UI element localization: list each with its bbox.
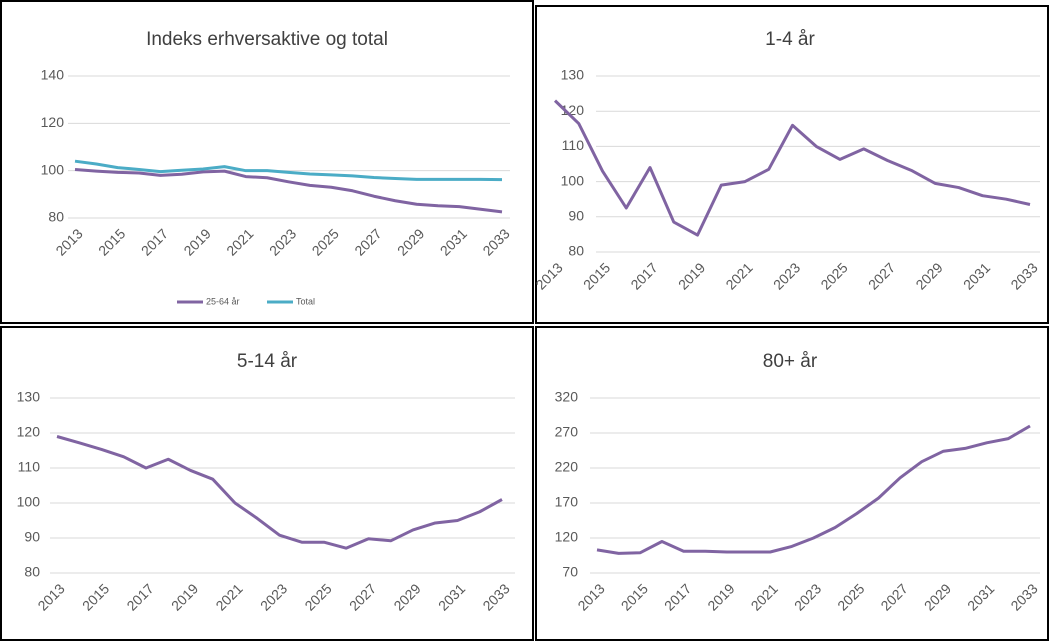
- y-tick-label: 110: [18, 459, 41, 475]
- x-tick-label: 2021: [223, 225, 256, 258]
- y-tick-label: 80: [48, 209, 64, 225]
- x-tick-label: 2019: [180, 225, 213, 258]
- x-tick-label: 2015: [95, 225, 128, 258]
- panel-frame: [535, 5, 1049, 324]
- x-tick-label: 2029: [912, 259, 945, 292]
- y-tick-label: 220: [555, 459, 579, 475]
- y-tick-label: 110: [562, 137, 585, 153]
- x-tick-label: 2019: [675, 259, 708, 292]
- x-tick-label: 2029: [390, 580, 423, 613]
- y-tick-label: 100: [17, 494, 41, 510]
- y-tick-label: 120: [561, 102, 585, 118]
- panel-frame: [0, 326, 534, 641]
- x-tick-label: 2025: [309, 225, 342, 258]
- x-tick-label: 2015: [618, 580, 651, 613]
- legend-label: Total: [296, 296, 315, 306]
- panel-frame: [0, 0, 534, 324]
- x-tick-label: 2033: [479, 580, 512, 613]
- x-tick-label: 2013: [574, 580, 607, 613]
- y-tick-label: 80: [568, 243, 584, 259]
- y-tick-label: 130: [561, 67, 585, 83]
- x-tick-label: 2021: [212, 580, 245, 613]
- chart-title: Indeks erhversaktive og total: [146, 29, 388, 50]
- y-tick-label: 70: [562, 564, 578, 580]
- x-tick-label: 2025: [817, 259, 850, 292]
- y-tick-label: 270: [555, 424, 579, 440]
- x-tick-label: 2023: [257, 580, 290, 613]
- line-series: [553, 99, 1031, 237]
- line-series: [74, 167, 503, 214]
- x-tick-label: 2033: [479, 225, 512, 258]
- y-tick-label: 80: [24, 564, 40, 580]
- x-tick-label: 2033: [1007, 259, 1040, 292]
- y-tick-label: 100: [41, 161, 65, 177]
- x-tick-label: 2017: [627, 259, 660, 292]
- x-tick-label: 2025: [301, 580, 334, 613]
- x-tick-label: 2027: [351, 225, 384, 258]
- x-tick-label: 2019: [704, 580, 737, 613]
- y-tick-label: 140: [41, 67, 65, 83]
- y-tick-label: 90: [24, 529, 40, 545]
- x-tick-label: 2023: [266, 225, 299, 258]
- x-tick-label: 2015: [79, 580, 112, 613]
- x-tick-label: 2031: [435, 580, 468, 613]
- x-tick-label: 2017: [138, 225, 171, 258]
- chart-title: 80+ år: [763, 351, 818, 372]
- chart-title: 1-4 år: [765, 29, 815, 50]
- line-series: [74, 159, 503, 182]
- x-tick-label: 2019: [168, 580, 201, 613]
- x-tick-label: 2027: [877, 580, 910, 613]
- line-series: [56, 435, 503, 550]
- x-tick-label: 2013: [532, 259, 565, 292]
- panel-frame: [535, 326, 1049, 641]
- y-tick-label: 100: [561, 172, 585, 188]
- x-tick-label: 2013: [34, 580, 67, 613]
- y-tick-label: 120: [555, 529, 579, 545]
- x-tick-label: 2015: [580, 259, 613, 292]
- x-tick-label: 2029: [394, 225, 427, 258]
- line-series: [596, 424, 1031, 555]
- x-tick-label: 2017: [123, 580, 156, 613]
- legend-label: 25-64 år: [206, 296, 240, 306]
- x-tick-label: 2023: [791, 580, 824, 613]
- x-tick-label: 2013: [52, 225, 85, 258]
- y-tick-label: 120: [41, 114, 65, 130]
- x-tick-label: 2033: [1007, 580, 1040, 613]
- x-tick-label: 2021: [722, 259, 755, 292]
- y-tick-label: 120: [17, 424, 41, 440]
- x-tick-label: 2025: [834, 580, 867, 613]
- chart-title: 5-14 år: [237, 351, 298, 372]
- x-tick-label: 2021: [748, 580, 781, 613]
- x-tick-label: 2023: [770, 259, 803, 292]
- y-tick-label: 130: [17, 389, 41, 405]
- x-tick-label: 2017: [661, 580, 694, 613]
- x-tick-label: 2029: [921, 580, 954, 613]
- x-tick-label: 2031: [960, 259, 993, 292]
- y-tick-label: 170: [555, 494, 579, 510]
- x-tick-label: 2031: [437, 225, 470, 258]
- x-tick-label: 2027: [865, 259, 898, 292]
- y-tick-label: 90: [568, 208, 584, 224]
- x-tick-label: 2027: [346, 580, 379, 613]
- y-tick-label: 320: [555, 389, 579, 405]
- x-tick-label: 2031: [964, 580, 997, 613]
